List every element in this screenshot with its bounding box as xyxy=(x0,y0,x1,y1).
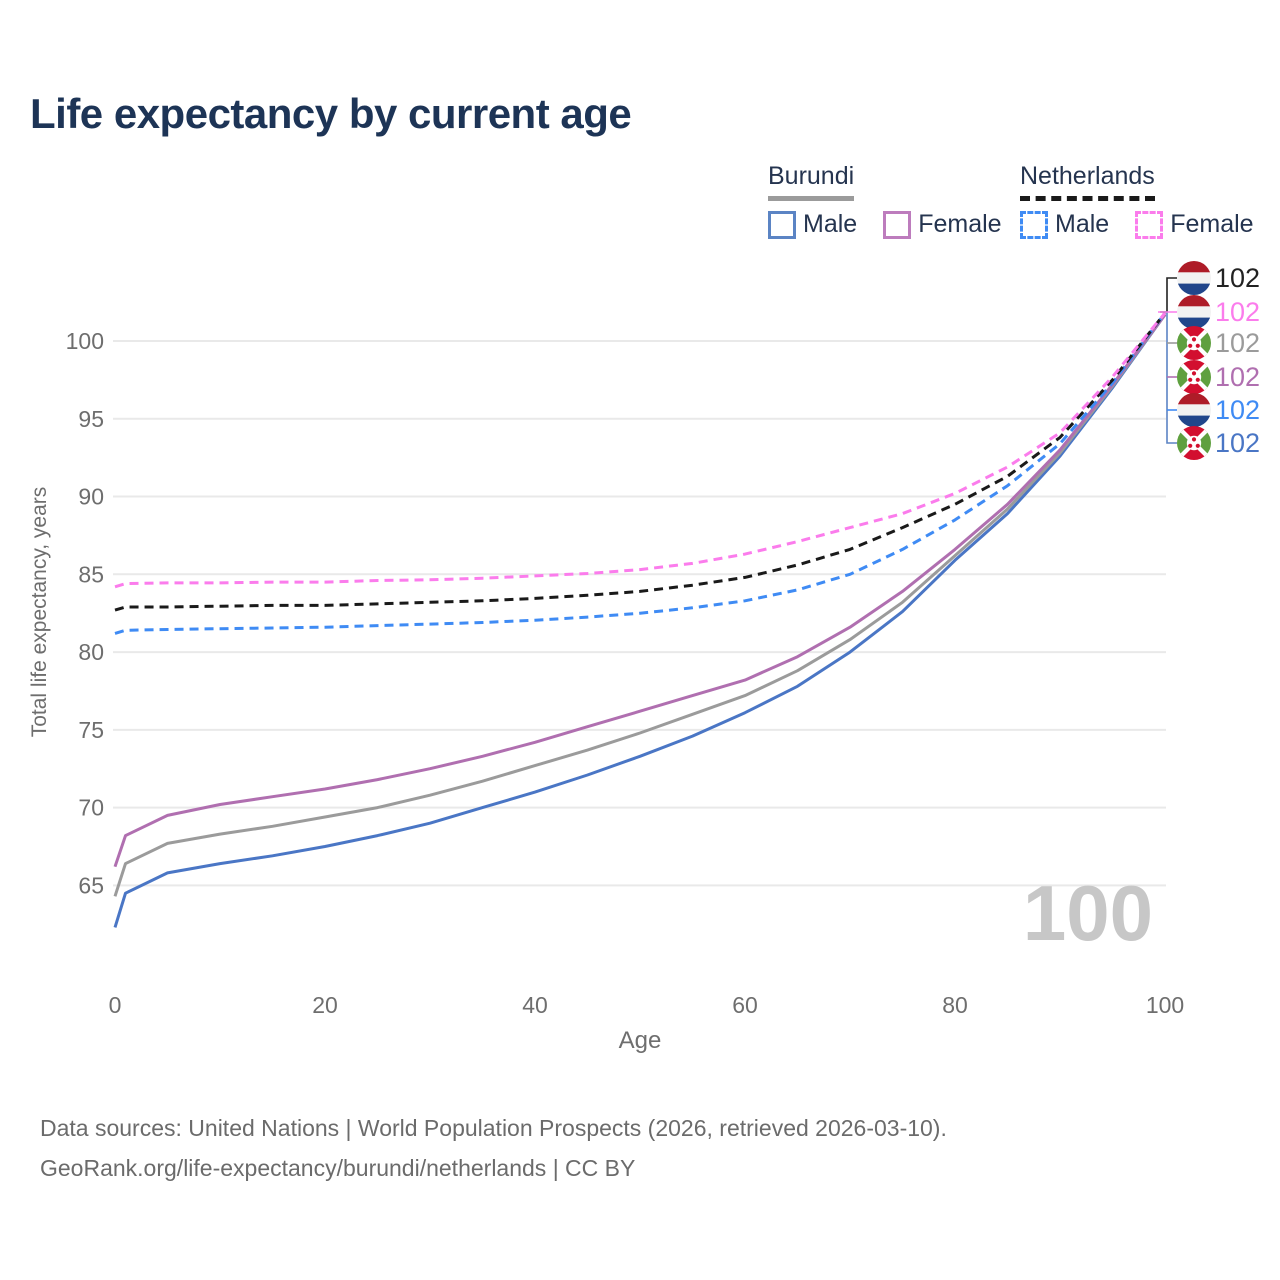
legend-item-netherlands-male[interactable]: Male xyxy=(1020,210,1109,239)
series-line-netherlands-male[interactable] xyxy=(114,312,1167,635)
x-tick-label: 0 xyxy=(109,992,122,1018)
end-value-label: 102 xyxy=(1215,297,1260,327)
end-value-label: 102 xyxy=(1215,263,1260,293)
legend-country-netherlands[interactable]: Netherlands xyxy=(1020,162,1155,201)
series-line-burundi-female[interactable] xyxy=(113,313,1167,868)
y-tick-label: 95 xyxy=(78,406,104,432)
legend-item-burundi-male[interactable]: Male xyxy=(768,210,857,239)
attribution-line: GeoRank.org/life-expectancy/burundi/neth… xyxy=(40,1155,636,1181)
x-tick-label: 60 xyxy=(732,992,758,1018)
x-axis-title: Age xyxy=(619,1027,662,1054)
burundi-female-swatch-icon xyxy=(883,210,912,239)
series-line-burundi-both[interactable] xyxy=(113,313,1167,897)
end-value-label: 102 xyxy=(1215,362,1260,392)
netherlands-flag-icon xyxy=(1177,393,1211,427)
x-tick-label: 40 xyxy=(522,992,548,1018)
y-axis-title: Total life expectancy, years xyxy=(28,487,51,738)
footer: Data sources: United Nations | World Pop… xyxy=(40,1108,1240,1188)
label-connector-blue xyxy=(1166,312,1177,444)
burundi-flag-icon xyxy=(1177,326,1211,360)
legend-item-label: Male xyxy=(1055,210,1110,238)
netherlands-male-swatch-icon xyxy=(1020,210,1048,239)
legend-item-burundi-female[interactable]: Female xyxy=(883,210,1002,239)
legend-country-burundi[interactable]: Burundi xyxy=(768,162,855,201)
y-tick-label: 65 xyxy=(78,872,104,898)
netherlands-flag-icon xyxy=(1177,295,1211,329)
series-line-burundi-male[interactable] xyxy=(113,313,1167,928)
legend-item-label: Female xyxy=(918,210,1002,238)
y-tick-label: 85 xyxy=(78,561,104,587)
end-value-label: 102 xyxy=(1215,428,1260,458)
burundi-flag-icon xyxy=(1177,360,1211,394)
page-title: Life expectancy by current age xyxy=(30,90,632,137)
netherlands-flag-icon xyxy=(1177,261,1211,295)
current-age-watermark: 100 xyxy=(1022,869,1154,957)
data-sources-line: Data sources: United Nations | World Pop… xyxy=(40,1115,947,1141)
legend-item-label: Male xyxy=(803,210,858,238)
y-tick-label: 90 xyxy=(78,484,104,510)
netherlands-female-swatch-icon xyxy=(1135,210,1164,239)
legend-item-label: Female xyxy=(1170,210,1254,238)
series-line-netherlands-both[interactable] xyxy=(114,312,1167,612)
legend-group-netherlands: Netherlands Male Female xyxy=(1020,162,1254,239)
legend-group-burundi: Burundi Male Female xyxy=(768,162,1002,239)
x-tick-label: 20 xyxy=(312,992,338,1018)
y-tick-label: 75 xyxy=(78,717,104,743)
y-tick-label: 80 xyxy=(78,639,104,665)
y-tick-label: 100 xyxy=(66,328,104,354)
legend: Burundi Male Female Netherlands Male Fem… xyxy=(0,162,1280,242)
end-value-label: 102 xyxy=(1215,328,1260,358)
burundi-male-swatch-icon xyxy=(768,210,796,239)
series-line-netherlands-female[interactable] xyxy=(114,312,1167,589)
legend-item-netherlands-female[interactable]: Female xyxy=(1135,210,1254,239)
end-value-label: 102 xyxy=(1215,395,1260,425)
x-tick-label: 80 xyxy=(942,992,968,1018)
burundi-flag-icon xyxy=(1177,426,1211,460)
label-connector-black xyxy=(1160,277,1177,313)
y-tick-label: 70 xyxy=(78,795,104,821)
x-tick-label: 100 xyxy=(1146,992,1184,1018)
